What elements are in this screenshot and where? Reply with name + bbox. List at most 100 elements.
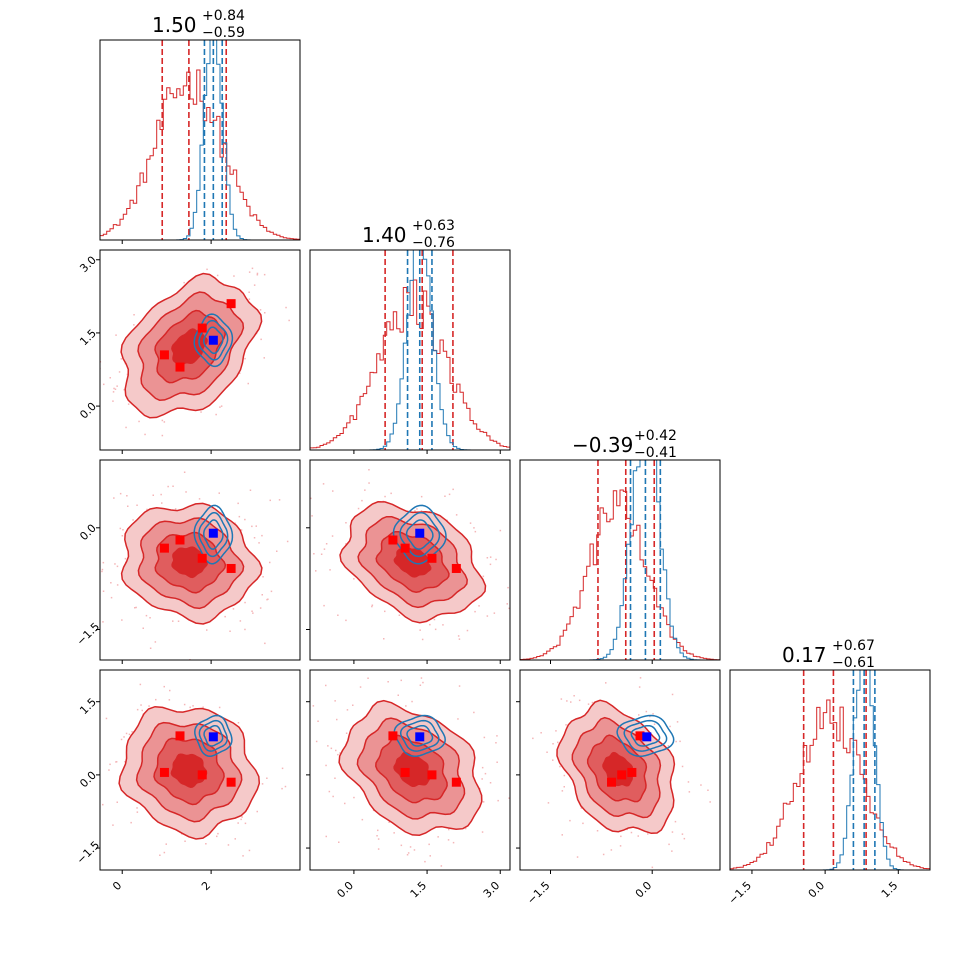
- sample-point: [113, 387, 115, 390]
- sample-point: [102, 621, 104, 623]
- sample-point: [248, 271, 251, 273]
- sample-point: [667, 745, 670, 747]
- sample-point: [422, 681, 424, 684]
- sample-point: [237, 822, 239, 824]
- sample-point: [168, 699, 171, 701]
- sample-point: [700, 784, 702, 786]
- sample-point: [288, 319, 290, 322]
- marker-point: [627, 767, 637, 777]
- sample-point: [446, 880, 448, 882]
- sample-point: [317, 720, 319, 722]
- x-tick-label: −1.5: [726, 879, 754, 907]
- sample-point: [261, 534, 263, 537]
- panel-2-0: −1.5 0.0: [74, 459, 301, 664]
- sample-point: [452, 841, 455, 844]
- sample-point: [457, 635, 460, 637]
- sample-point: [549, 792, 551, 794]
- sample-point: [344, 802, 346, 805]
- contour-level: [198, 319, 229, 361]
- sample-point: [353, 796, 355, 799]
- param-title: 0.17: [782, 643, 827, 667]
- sample-point: [353, 578, 355, 580]
- sample-point: [110, 596, 113, 599]
- sample-point: [507, 586, 509, 589]
- sample-point: [78, 765, 80, 767]
- sample-point: [419, 684, 422, 686]
- sample-point: [84, 384, 86, 386]
- sample-point: [496, 761, 498, 763]
- param-title-plus: +0.67: [832, 638, 875, 654]
- sample-point: [569, 819, 571, 822]
- marker-point: [226, 299, 236, 309]
- sample-point: [219, 406, 221, 408]
- sample-point: [315, 740, 318, 743]
- histogram-series-0: [100, 69, 300, 240]
- y-tick-label: 1.5: [77, 327, 99, 349]
- sample-point: [183, 703, 186, 706]
- sample-point: [227, 844, 230, 846]
- sample-point: [433, 618, 436, 621]
- sample-point: [345, 543, 347, 545]
- sample-point: [246, 234, 248, 236]
- sample-point: [146, 508, 148, 511]
- sample-point: [563, 786, 565, 788]
- sample-point: [249, 489, 252, 491]
- panel-1-0: 0.0 1.5 3.0: [77, 234, 301, 454]
- sample-point: [125, 732, 128, 735]
- sample-point: [112, 400, 114, 402]
- sample-point: [388, 821, 390, 823]
- sample-point: [440, 865, 443, 867]
- sample-point: [139, 683, 142, 686]
- marker-point: [159, 350, 169, 360]
- sample-point: [275, 812, 277, 814]
- sample-point: [113, 497, 115, 499]
- sample-point: [114, 388, 117, 390]
- sample-point: [224, 615, 226, 618]
- x-tick-label: 3.0: [481, 879, 503, 901]
- marker-point: [415, 528, 425, 538]
- sample-point: [167, 485, 169, 488]
- sample-point: [407, 852, 410, 854]
- sample-point: [101, 570, 103, 573]
- sample-point: [119, 492, 122, 495]
- param-title-minus: −0.59: [202, 25, 245, 41]
- contour-level: [399, 719, 440, 752]
- sample-point: [154, 641, 157, 643]
- sample-point: [206, 268, 208, 271]
- sample-point: [131, 731, 133, 733]
- sample-point: [128, 733, 131, 736]
- sample-point: [447, 839, 450, 841]
- sample-point: [244, 601, 246, 604]
- marker-point: [400, 543, 410, 553]
- sample-point: [256, 272, 259, 275]
- sample-point: [127, 505, 129, 507]
- sample-point: [124, 761, 126, 763]
- sample-point: [384, 610, 386, 613]
- sample-point: [552, 759, 554, 761]
- sample-point: [649, 715, 651, 718]
- sample-point: [676, 721, 679, 723]
- sample-point: [532, 737, 534, 740]
- sample-point: [161, 419, 164, 422]
- sample-point: [681, 765, 684, 768]
- histogram-series-0: [730, 699, 930, 870]
- sample-point: [161, 434, 164, 437]
- sample-point: [102, 803, 104, 806]
- param-title-plus: +0.63: [412, 218, 455, 234]
- sample-point: [421, 638, 424, 641]
- contour-level: [193, 504, 234, 565]
- sample-point: [138, 420, 140, 423]
- sample-point: [323, 604, 325, 607]
- sample-point: [473, 527, 475, 529]
- sample-point: [481, 778, 483, 780]
- sample-point: [517, 585, 519, 587]
- marker-point: [400, 767, 410, 777]
- sample-point: [329, 569, 331, 571]
- sample-point: [469, 522, 472, 524]
- sample-point: [630, 831, 633, 834]
- marker-point: [226, 563, 236, 573]
- sample-point: [267, 598, 269, 600]
- sample-point: [602, 853, 605, 856]
- param-title: 1.50: [152, 13, 197, 37]
- sample-point: [132, 519, 134, 521]
